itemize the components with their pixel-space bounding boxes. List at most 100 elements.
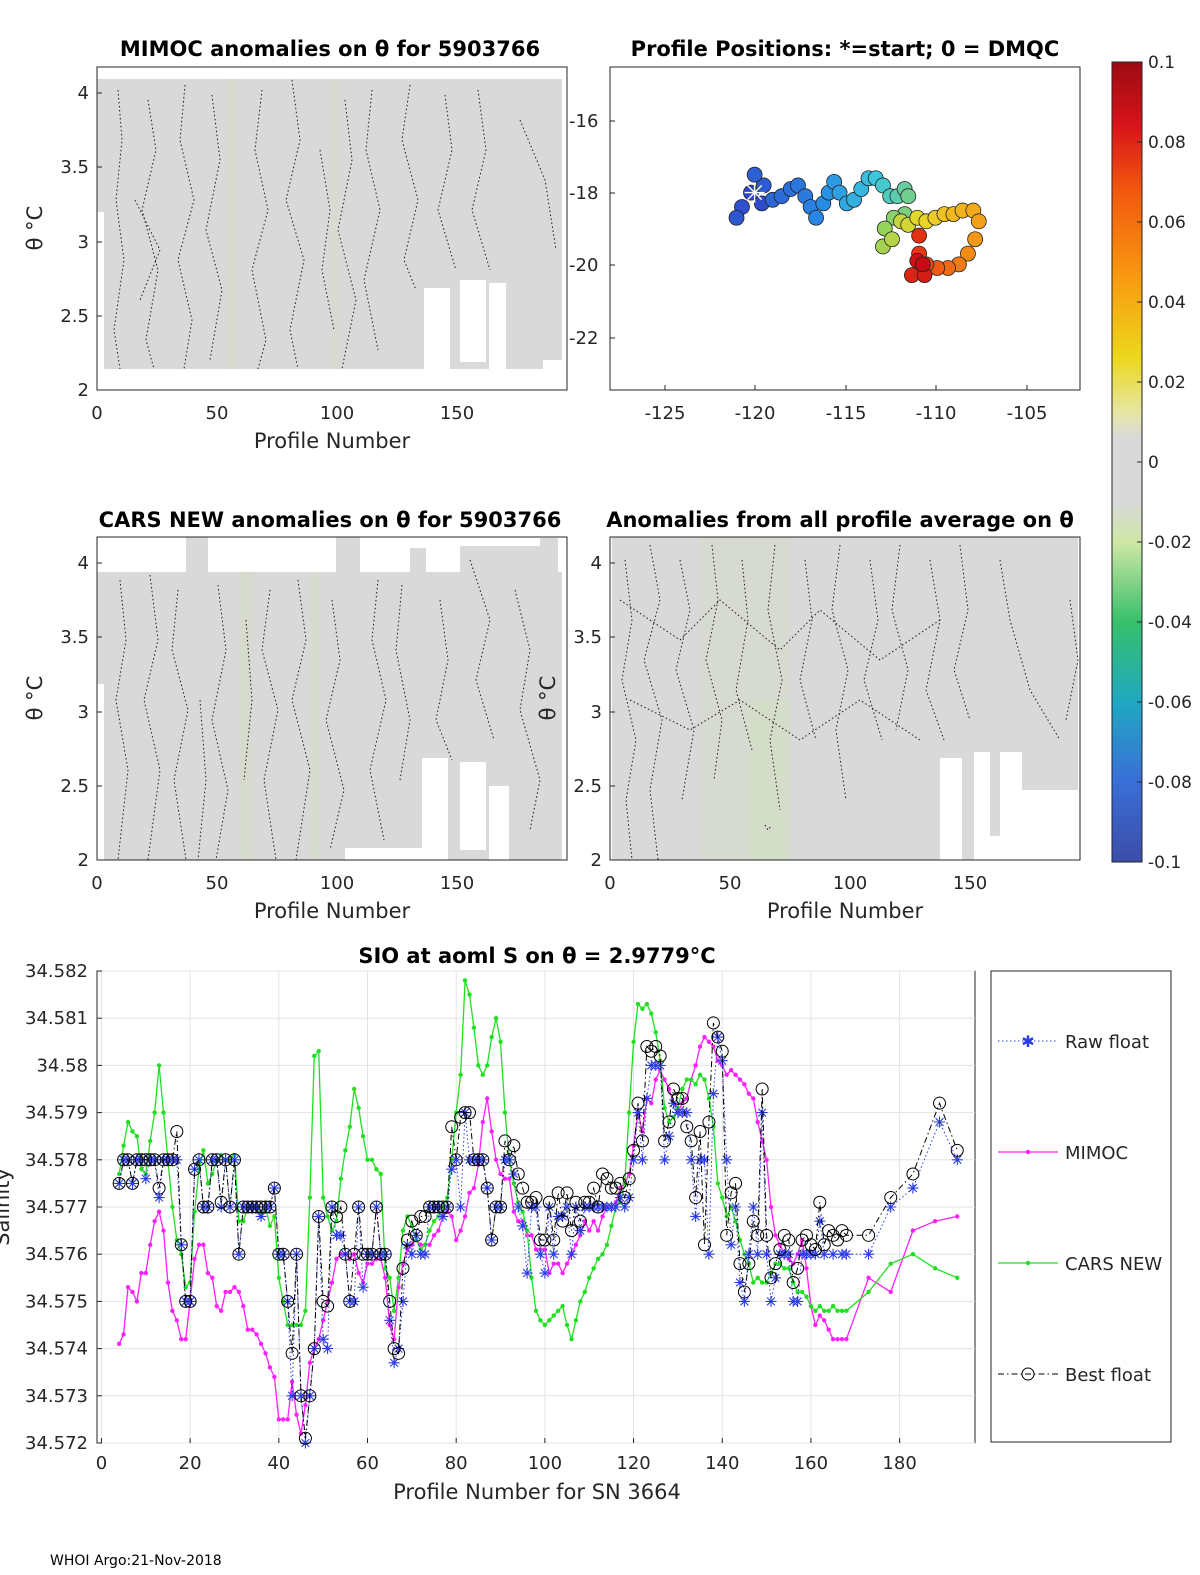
data-point-best-float [143,1153,157,1167]
data-point-cars-new [702,1077,707,1082]
data-point-best-float [414,1209,428,1223]
data-point-best-float [627,1143,641,1157]
data-point-best-float [804,1238,818,1252]
data-point-raw-float [743,1248,755,1260]
positions-ytick--22: -22 [569,328,598,349]
data-point-best-float [374,1247,388,1261]
data-point-cars-new [826,1308,831,1314]
data-point-cars-new [205,1181,211,1186]
data-point-cars-new [121,1143,126,1148]
data-point-raw-float [818,1248,830,1260]
salinity-xtick-label: 40 [267,1453,290,1474]
allavg-ytick-2: 2 [591,850,602,871]
data-point-best-float [383,1294,397,1308]
salinity-xtick-label: 20 [179,1453,202,1474]
data-point-best-float [817,1238,831,1252]
data-point-mimoc [258,1341,264,1347]
data-point-raw-float [477,1154,489,1166]
data-point-cars-new [533,1308,539,1314]
allavg-ytick-3.5: 3.5 [573,627,602,648]
positions-ytick--20: -20 [569,255,598,276]
data-point-raw-float [659,1154,671,1166]
data-point-mimoc [356,1270,361,1276]
data-point-mimoc [498,1171,503,1177]
mimoc-heatmap [97,79,562,370]
data-point-mimoc [427,1242,432,1247]
data-point-best-float [245,1200,259,1214]
data-point-best-float [507,1139,521,1153]
allavg-xtick-150: 150 [953,873,987,894]
data-point-raw-float [140,1173,152,1185]
data-point-cars-new [932,1266,938,1271]
data-point-best-float [201,1200,215,1214]
allavg-heatmap [612,537,1079,861]
data-point-best-float [556,1214,570,1228]
data-point-best-float [760,1228,774,1242]
data-point-raw-float [512,1201,524,1213]
data-point-best-float [640,1040,654,1054]
data-point-best-float [343,1294,357,1308]
mimoc-panel: MIMOC anomalies on θ for 5903766 [23,37,568,453]
data-point-mimoc [830,1336,836,1342]
data-point-best-float [396,1261,410,1275]
data-point-raw-float [623,1192,635,1204]
data-point-cars-new [751,1280,756,1285]
cars-yticks: 2 2.5 3 3.5 4 [60,553,102,871]
data-point-mimoc [383,1275,388,1281]
data-point-best-float [121,1153,135,1167]
profile-position-marker [884,231,900,248]
data-point-best-float [786,1276,800,1290]
data-point-best-float [259,1200,273,1214]
data-point-raw-float [268,1182,280,1194]
data-point-mimoc [307,1360,313,1365]
data-point-raw-float [215,1201,227,1213]
salinity-ytick-label: 34.581 [25,1008,88,1029]
data-point-cars-new [152,1110,157,1115]
data-point-best-float [755,1082,769,1096]
allavg-ytick-3: 3 [591,702,602,723]
data-point-best-float [192,1153,206,1167]
legend-best-label: Best float [1065,1365,1151,1386]
data-point-cars-new [635,1001,641,1007]
cars-xtick-0: 0 [91,873,102,894]
mimoc-xtick-150: 150 [440,403,474,424]
data-point-mimoc [458,1228,463,1233]
data-point-mimoc [697,1044,703,1049]
data-point-raw-float [437,1210,449,1222]
cars-xtick-100: 100 [320,873,354,894]
data-point-mimoc [174,1318,180,1323]
data-point-mimoc [320,1318,326,1323]
salinity-xtick-label: 160 [794,1453,828,1474]
data-point-cars-new [351,1086,357,1092]
data-point-raw-float [934,1116,945,1128]
data-point-best-float [622,1172,636,1186]
salinity-legend: ✱ Raw float MIMOC CARS NEW Best float [990,970,1172,1443]
data-point-mimoc [453,1237,459,1243]
data-point-cars-new [365,1157,370,1163]
data-point-cars-new [609,1223,614,1229]
data-point-mimoc [502,1176,508,1181]
data-point-mimoc [179,1336,184,1342]
data-point-cars-new [156,1063,162,1068]
data-point-best-float [822,1224,836,1238]
data-point-best-float [125,1176,139,1190]
data-point-cars-new [680,1086,685,1092]
data-point-best-float [254,1200,268,1214]
data-point-raw-float [184,1295,196,1307]
data-point-best-float [489,1200,503,1214]
cars-xticks: 0 50 100 150 [91,873,474,894]
profile-position-marker [746,166,763,183]
data-point-mimoc [742,1082,747,1087]
mimoc-ytick-2: 2 [78,380,89,401]
data-point-cars-new [795,1289,800,1295]
data-point-best-float [746,1214,760,1228]
data-point-raw-float [406,1248,418,1260]
data-point-raw-float [765,1295,777,1307]
data-point-cars-new [485,1063,490,1068]
data-point-raw-float [286,1390,298,1402]
data-point-cars-new [316,1049,321,1054]
data-point-cars-new [356,1105,361,1111]
data-point-best-float [631,1096,645,1110]
data-point-best-float [227,1153,241,1167]
data-point-cars-new [134,1134,140,1139]
